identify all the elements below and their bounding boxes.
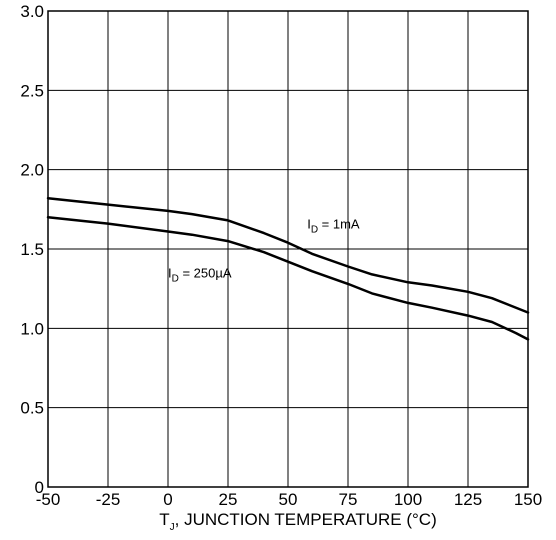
x-tick-labels: -50 -25 0 25 50 75 100 125 150 — [36, 490, 542, 509]
gridlines — [47, 10, 529, 488]
x-tick-label: 75 — [339, 490, 358, 509]
series-label-2: ID = 250µA — [168, 266, 232, 285]
series-line-1 — [46, 196, 530, 314]
curve-labels: ID = 1mA ID = 250µA — [168, 216, 360, 284]
x-tick-label: 0 — [163, 490, 172, 509]
x-axis-label-sub: J — [170, 522, 175, 533]
y-tick-labels: 0 0.5 1.0 1.5 2.0 2.5 3.0 — [20, 2, 44, 497]
x-tick-label: 125 — [454, 490, 482, 509]
y-tick-label: 1.0 — [20, 319, 44, 338]
x-axis-label-main: T — [159, 510, 169, 529]
series-label-1: ID = 1mA — [307, 216, 360, 235]
x-tick-label: 100 — [394, 490, 422, 509]
x-axis-label-rest: , JUNCTION TEMPERATURE (°C) — [175, 510, 437, 529]
x-tick-label: -25 — [96, 490, 121, 509]
y-tick-label: 3.0 — [20, 2, 44, 21]
x-tick-label: 50 — [279, 490, 298, 509]
x-axis-label: TJ, JUNCTION TEMPERATURE (°C) — [159, 510, 437, 533]
plot-frame — [47, 10, 529, 488]
y-tick-label: 0.5 — [20, 399, 44, 418]
y-tick-label: 1.5 — [20, 240, 44, 259]
y-tick-label: 0 — [35, 478, 44, 497]
x-tick-label: -50 — [36, 490, 61, 509]
x-tick-label: 150 — [514, 490, 542, 509]
y-tick-label: 2.5 — [20, 81, 44, 100]
y-tick-label: 2.0 — [20, 161, 44, 180]
x-tick-label: 25 — [219, 490, 238, 509]
series-layer — [46, 196, 530, 341]
series-line-2 — [46, 216, 530, 341]
